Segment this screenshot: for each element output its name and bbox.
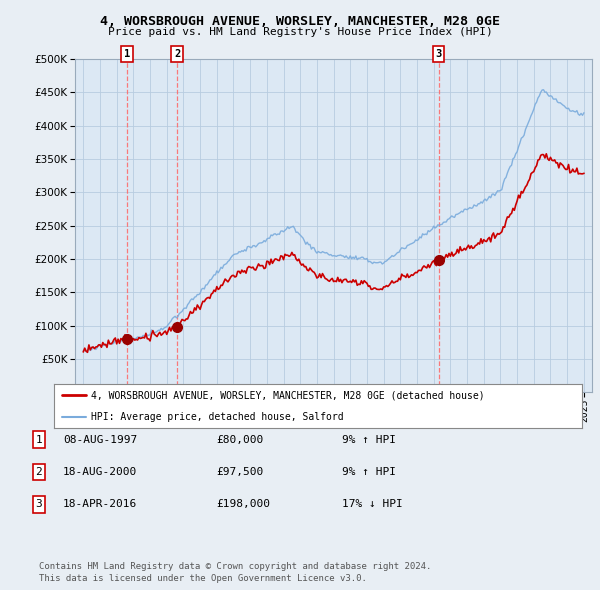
Text: £97,500: £97,500 (216, 467, 263, 477)
Text: 4, WORSBROUGH AVENUE, WORSLEY, MANCHESTER, M28 0GE: 4, WORSBROUGH AVENUE, WORSLEY, MANCHESTE… (100, 15, 500, 28)
Text: 9% ↑ HPI: 9% ↑ HPI (342, 467, 396, 477)
Text: 4, WORSBROUGH AVENUE, WORSLEY, MANCHESTER, M28 0GE (detached house): 4, WORSBROUGH AVENUE, WORSLEY, MANCHESTE… (91, 391, 485, 401)
Text: HPI: Average price, detached house, Salford: HPI: Average price, detached house, Salf… (91, 412, 344, 422)
Text: 1: 1 (35, 435, 43, 444)
Text: 3: 3 (436, 49, 442, 59)
Text: £80,000: £80,000 (216, 435, 263, 444)
Text: 3: 3 (35, 500, 43, 509)
Text: 17% ↓ HPI: 17% ↓ HPI (342, 500, 403, 509)
Text: 2: 2 (174, 49, 180, 59)
Text: 18-AUG-2000: 18-AUG-2000 (63, 467, 137, 477)
Text: Contains HM Land Registry data © Crown copyright and database right 2024.
This d: Contains HM Land Registry data © Crown c… (39, 562, 431, 583)
Text: £198,000: £198,000 (216, 500, 270, 509)
Text: 1: 1 (124, 49, 130, 59)
Text: 9% ↑ HPI: 9% ↑ HPI (342, 435, 396, 444)
Text: 18-APR-2016: 18-APR-2016 (63, 500, 137, 509)
Text: 2: 2 (35, 467, 43, 477)
Text: Price paid vs. HM Land Registry's House Price Index (HPI): Price paid vs. HM Land Registry's House … (107, 27, 493, 37)
Text: 08-AUG-1997: 08-AUG-1997 (63, 435, 137, 444)
